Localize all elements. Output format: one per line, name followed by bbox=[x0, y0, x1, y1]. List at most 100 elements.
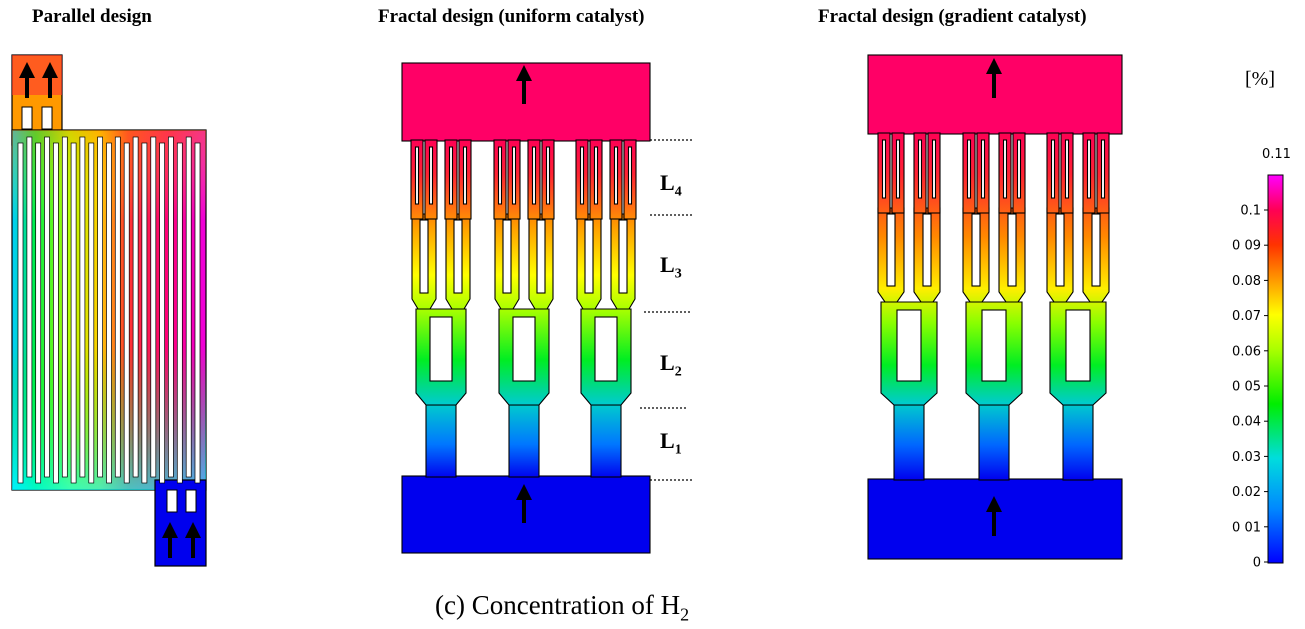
fractal-l2-hole bbox=[594, 316, 618, 382]
fractal-l4-slit bbox=[593, 146, 599, 205]
parallel-inlet-hole-right bbox=[185, 489, 197, 513]
color-legend: 0.10 090.080.070.060 050.040.030.020 010… bbox=[1232, 147, 1291, 571]
legend-tick-label: 0 01 bbox=[1232, 520, 1261, 535]
fractal-l4-slit bbox=[545, 146, 551, 205]
legend-max-label: 0.11 bbox=[1262, 147, 1291, 162]
fractal-l3-hole bbox=[1055, 213, 1065, 287]
parallel-slot bbox=[26, 136, 33, 478]
legend-tick-label: 0 09 bbox=[1232, 239, 1261, 254]
fractal-l4-slit bbox=[428, 146, 434, 205]
legend-tick-label: 0 05 bbox=[1232, 380, 1261, 395]
fractal-l2-hole bbox=[896, 309, 922, 382]
title-fractal-gradient: Fractal design (gradient catalyst) bbox=[818, 6, 1087, 27]
fractal-l3-hole bbox=[502, 219, 512, 294]
parallel-slot bbox=[106, 142, 112, 484]
parallel-slot bbox=[79, 136, 86, 478]
fractal-l1-neck bbox=[893, 404, 925, 481]
fractal-l2-hole bbox=[512, 316, 536, 382]
parallel-slot bbox=[35, 142, 42, 484]
parallel-slot bbox=[185, 136, 192, 478]
parallel-slot bbox=[132, 136, 139, 478]
fractal-l4-slit bbox=[414, 146, 420, 205]
fractal-l4-slit bbox=[1016, 139, 1022, 199]
fractal-l3-hole bbox=[1091, 213, 1101, 287]
fractal-l3-hole bbox=[618, 219, 628, 294]
parallel-channel-slots bbox=[17, 136, 201, 484]
legend-tick-label: 0 bbox=[1253, 556, 1261, 571]
title-fractal-uniform: Fractal design (uniform catalyst) bbox=[378, 6, 645, 27]
parallel-slot bbox=[53, 142, 59, 484]
level-label-l3: L3 bbox=[660, 252, 682, 282]
fractal-l4-slit bbox=[1100, 139, 1106, 199]
fractal-l4-slit bbox=[1086, 139, 1092, 199]
fractal-l3-hole bbox=[1007, 213, 1017, 287]
fractal-uniform-diagram bbox=[401, 62, 692, 554]
fractal-l4-slit bbox=[1002, 139, 1008, 199]
fractal-l3-hole bbox=[584, 219, 594, 294]
level-label-l4: L4 bbox=[660, 170, 682, 200]
fractal-gradient-diagram bbox=[867, 54, 1123, 560]
fractal-l3-hole bbox=[536, 219, 546, 294]
fractal-uniform-channels bbox=[401, 62, 651, 554]
fractal-l4-slit bbox=[511, 146, 517, 205]
parallel-outlet-hotspot bbox=[12, 55, 62, 95]
fractal-l4-slit bbox=[1050, 139, 1056, 199]
fractal-l1-neck bbox=[590, 404, 622, 478]
fractal-l3-hole bbox=[419, 219, 429, 294]
legend-tick-label: 0.03 bbox=[1232, 450, 1261, 465]
parallel-slot bbox=[150, 136, 157, 478]
fractal-l4-slit bbox=[881, 139, 887, 199]
parallel-inlet-manifold bbox=[154, 479, 207, 567]
fractal-l2-hole bbox=[429, 316, 453, 382]
fractal-l2-hole bbox=[981, 309, 1007, 382]
parallel-outlet-hole-left bbox=[21, 106, 33, 130]
parallel-slot bbox=[88, 142, 95, 484]
fractal-l3-hole bbox=[971, 213, 981, 287]
parallel-slot bbox=[70, 142, 77, 484]
fractal-l4-slit bbox=[627, 146, 633, 205]
fractal-l4-slit bbox=[462, 146, 468, 205]
fractal-l4-slit bbox=[579, 146, 585, 205]
fractal-l4-slit bbox=[917, 139, 923, 199]
fractal-l1-neck bbox=[425, 404, 457, 478]
legend-tick-label: 0.07 bbox=[1232, 309, 1261, 324]
fractal-l4-slit bbox=[1064, 139, 1070, 199]
legend-tick-label: 0.06 bbox=[1232, 344, 1261, 359]
parallel-slot bbox=[176, 142, 183, 484]
parallel-slot bbox=[97, 136, 103, 478]
fractal-l3-hole bbox=[453, 219, 463, 294]
parallel-slot bbox=[168, 136, 174, 478]
fractal-l4-slit bbox=[980, 139, 986, 199]
figure-caption: (c) Concentration of H2 bbox=[435, 590, 690, 625]
fractal-l4-slit bbox=[931, 139, 937, 199]
parallel-slot bbox=[61, 136, 68, 478]
legend-tick-label: 0.04 bbox=[1232, 415, 1261, 430]
parallel-slot bbox=[114, 136, 121, 478]
fractal-l4-slit bbox=[895, 139, 901, 199]
parallel-outlet-hole-right bbox=[41, 106, 53, 130]
level-label-l1: L1 bbox=[660, 428, 682, 458]
legend-tick-label: 0.08 bbox=[1232, 274, 1261, 289]
parallel-slot bbox=[141, 142, 148, 484]
fractal-l1-neck bbox=[978, 404, 1010, 481]
level-label-l2: L2 bbox=[660, 350, 682, 380]
legend-tick-label: 0.1 bbox=[1240, 204, 1261, 219]
legend-ticks: 0.1 0 09 0.08 0.07 0.06 0 05 0.04 0.03 0.02 0 01 0 bbox=[1232, 204, 1268, 571]
parallel-design-diagram bbox=[11, 54, 207, 567]
parallel-inlet-hole-left bbox=[166, 489, 178, 513]
fractal-l4-slit bbox=[497, 146, 503, 205]
fractal-l4-slit bbox=[448, 146, 454, 205]
legend-tick-label: 0.02 bbox=[1232, 485, 1261, 500]
legend-unit: [%] bbox=[1245, 68, 1275, 90]
parallel-slot bbox=[44, 136, 50, 478]
fractal-l1-neck bbox=[508, 404, 540, 478]
title-parallel-design: Parallel design bbox=[32, 6, 152, 27]
parallel-slot bbox=[159, 142, 165, 484]
fractal-gradient-channels bbox=[867, 54, 1123, 560]
fractal-l4-slit bbox=[966, 139, 972, 199]
fractal-l4-slit bbox=[531, 146, 537, 205]
parallel-slot bbox=[123, 142, 130, 484]
parallel-slot bbox=[17, 142, 24, 484]
fractal-l2-hole bbox=[1065, 309, 1091, 382]
